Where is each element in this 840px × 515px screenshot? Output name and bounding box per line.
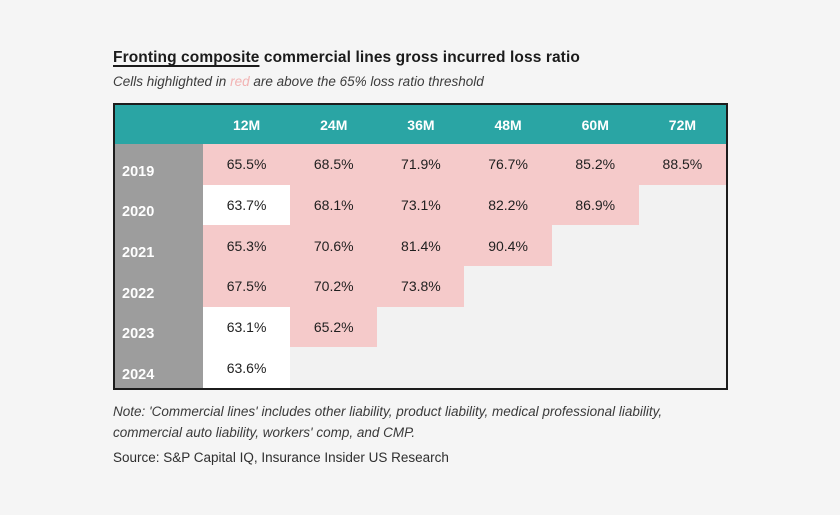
value-cell-empty [638,184,726,226]
value-cell: 65.3% [203,225,291,267]
value-cell: 85.2% [551,144,639,185]
row-label-2024: 2024 [115,347,203,389]
value-cell-empty [377,306,465,348]
value-cell: 63.6% [203,347,291,389]
subtitle-prefix: Cells highlighted in [113,74,231,89]
row-label-2020: 2020 [115,184,203,226]
value-cell: 86.9% [551,184,639,226]
row-label-2022: 2022 [115,266,203,307]
chart-title-emphasis: Fronting composite [113,49,260,66]
row-label-2019: 2019 [115,144,203,185]
value-cell: 63.7% [203,184,291,226]
value-cell-empty [377,347,465,389]
column-header-12m: 12M [203,105,291,144]
value-cell-empty [551,266,639,307]
chart-title: Fronting composite commercial lines gros… [113,48,731,68]
value-cell: 81.4% [377,225,465,267]
column-header-24m: 24M [290,105,378,144]
value-cell: 76.7% [464,144,552,185]
value-cell-empty [551,225,639,267]
footer-source: Source: S&P Capital IQ, Insurance Inside… [113,450,449,466]
footer-note: Note: 'Commercial lines' includes other … [113,404,663,441]
table-corner-cell [115,105,203,144]
value-cell: 65.2% [290,306,378,348]
value-cell: 67.5% [203,266,291,307]
value-cell-empty [551,347,639,389]
value-cell: 65.5% [203,144,291,185]
value-cell-empty [464,347,552,389]
chart-title-rest: commercial lines gross incurred loss rat… [259,49,580,66]
value-cell: 88.5% [638,144,726,185]
value-cell: 68.1% [290,184,378,226]
value-cell-empty [638,306,726,348]
subtitle-suffix: are above the 65% loss ratio threshold [249,74,484,89]
column-header-60m: 60M [551,105,639,144]
value-cell: 71.9% [377,144,465,185]
value-cell: 70.6% [290,225,378,267]
loss-triangle-table: 12M 24M 36M 48M 60M 72M 2019 65.5% 68.5% 71.9% 76.… [113,103,728,391]
row-label-2023: 2023 [115,306,203,348]
value-cell-empty [638,347,726,389]
value-cell-empty [638,225,726,267]
chart-subtitle: Cells highlighted in red are above the 6… [113,73,731,91]
value-cell: 70.2% [290,266,378,307]
value-cell: 68.5% [290,144,378,185]
row-label-2021: 2021 [115,225,203,267]
value-cell: 63.1% [203,306,291,348]
value-cell: 73.1% [377,184,465,226]
value-cell: 73.8% [377,266,465,307]
value-cell: 82.2% [464,184,552,226]
value-cell-empty [638,266,726,307]
value-cell-empty [464,266,552,307]
column-header-36m: 36M [377,105,465,144]
value-cell-empty [551,306,639,348]
subtitle-red-word: red [230,74,250,89]
value-cell-empty [464,306,552,348]
column-header-72m: 72M [638,105,726,144]
value-cell: 90.4% [464,225,552,267]
column-header-48m: 48M [464,105,552,144]
value-cell-empty [290,347,378,389]
chart-card: Fronting composite commercial lines gros… [113,48,731,467]
